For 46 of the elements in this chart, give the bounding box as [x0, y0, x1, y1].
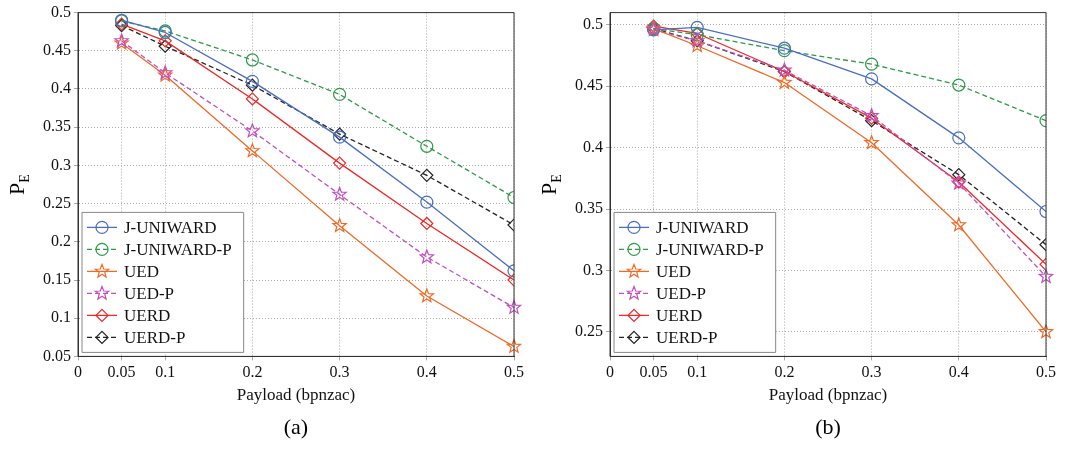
y-tick-label: 0.35 — [43, 117, 71, 135]
x-tick-label: 0.3 — [329, 363, 350, 381]
y-tick-label: 0.15 — [43, 270, 71, 288]
y-tick-label: 0.5 — [583, 15, 603, 33]
y-tick-label: 0.35 — [575, 199, 603, 217]
x-tick-label: 0 — [74, 363, 82, 381]
x-tick-label: 0.05 — [107, 363, 136, 381]
y-tick-label: 0.5 — [51, 2, 71, 20]
legend-label: UERD — [124, 305, 171, 325]
y-tick-label: 0.4 — [51, 79, 71, 97]
y-tick-label: 0.1 — [51, 308, 71, 326]
legend-label: J-UNIWARD — [124, 217, 217, 237]
legend-label: UED-P — [656, 283, 707, 303]
x-tick-label: 0.5 — [1036, 363, 1056, 381]
legend-label: J-UNIWARD — [656, 217, 749, 237]
x-tick-label: 0.4 — [416, 363, 437, 381]
legend-label: UED — [124, 261, 159, 281]
text: (a) — [282, 414, 310, 440]
text: (b) — [814, 414, 842, 440]
y-tick-label: 0.25 — [43, 193, 71, 211]
y-tick-label: 0.45 — [575, 76, 603, 94]
legend-label: J-UNIWARD-P — [656, 239, 764, 259]
x-tick-label: 0 — [606, 363, 614, 381]
x-tick-label: 0.5 — [504, 363, 524, 381]
y-tick-label: 0.05 — [43, 346, 71, 364]
x-tick-label: 0.4 — [948, 363, 969, 381]
x-tick-label: 0.1 — [155, 363, 176, 381]
x-tick-label: 0.05 — [639, 363, 668, 381]
legend-label: UERD — [656, 305, 703, 325]
legend-label: UED — [656, 261, 691, 281]
x-tick-label: 0.2 — [242, 363, 263, 381]
y-tick-label: 0.4 — [583, 137, 603, 155]
y-tick-label: 0.25 — [575, 322, 603, 340]
y-tick-label: 0.3 — [583, 260, 603, 278]
x-tick-label: 0.2 — [774, 363, 795, 381]
legend-label: UERD-P — [656, 327, 718, 347]
y-tick-label: 0.2 — [51, 232, 71, 249]
x-axis-title: Payload (bpnzac) — [768, 385, 888, 405]
x-axis-title: Payload (bpnzac) — [236, 385, 356, 405]
legend-label: J-UNIWARD-P — [124, 239, 232, 259]
y-tick-label: 0.3 — [51, 155, 71, 173]
legend-label: UERD-P — [124, 327, 186, 347]
y-tick-label: 0.45 — [43, 41, 71, 58]
x-tick-label: 0.1 — [687, 363, 708, 381]
legend-label: UED-P — [124, 283, 175, 303]
x-tick-label: 0.3 — [861, 363, 882, 381]
